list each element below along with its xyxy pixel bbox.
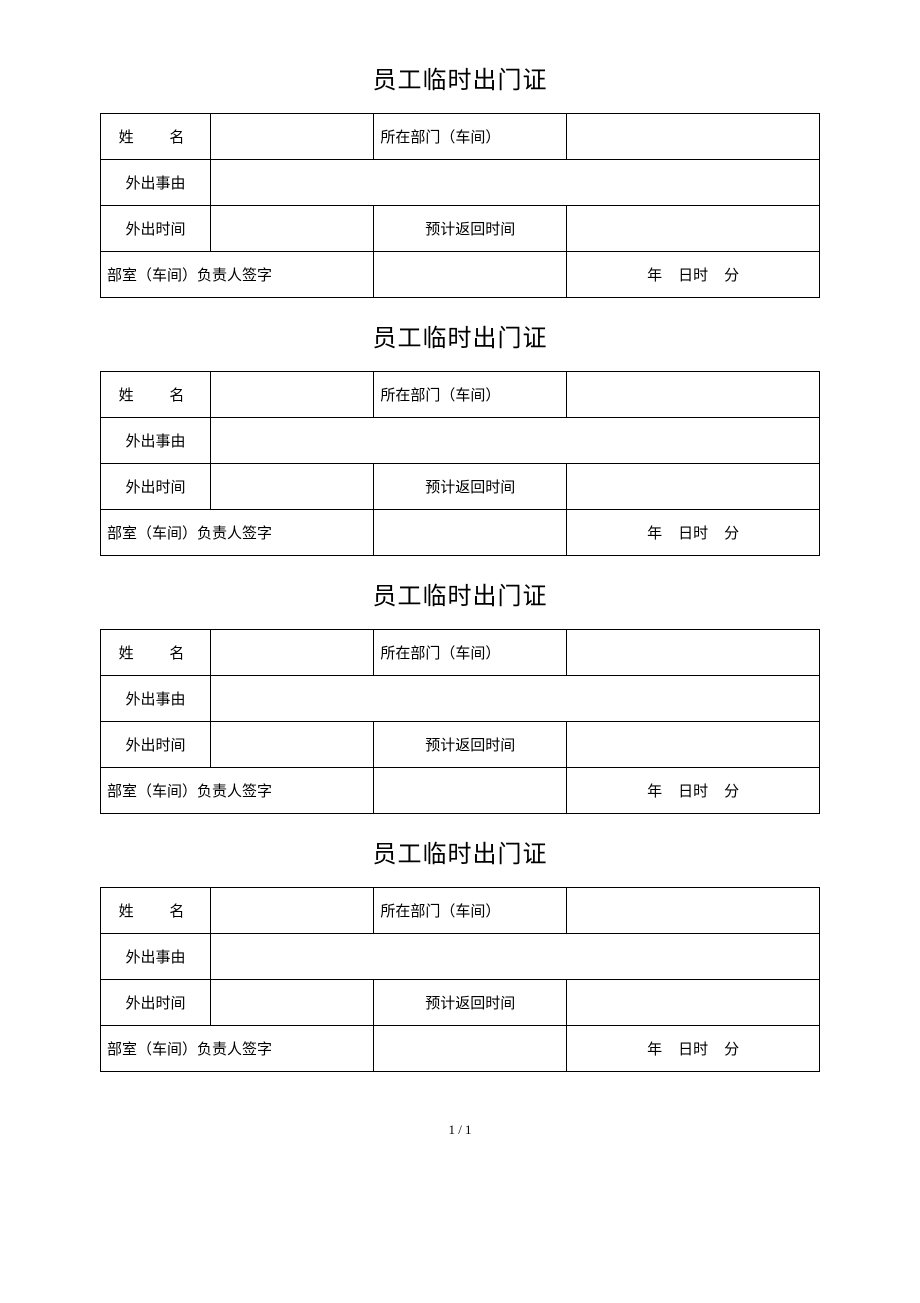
value-signature xyxy=(374,1026,567,1072)
label-return-time: 预计返回时间 xyxy=(374,206,567,252)
row-time: 外出时间 预计返回时间 xyxy=(101,206,820,252)
form-block: 员工临时出门证 姓 名 所在部门（车间） 外出事由 外出时间 预计返回时间 xyxy=(0,318,920,556)
label-day: 日时 xyxy=(678,1042,708,1058)
label-out-time: 外出时间 xyxy=(101,722,211,768)
label-year: 年 xyxy=(647,268,662,284)
value-out-time xyxy=(211,464,374,510)
value-department xyxy=(567,114,820,160)
label-day: 日时 xyxy=(678,526,708,542)
value-return-time xyxy=(567,464,820,510)
label-signature: 部室（车间）负责人签字 xyxy=(101,1026,374,1072)
label-out-time: 外出时间 xyxy=(101,464,211,510)
form-table: 姓 名 所在部门（车间） 外出事由 外出时间 预计返回时间 部室（车间）负责人签… xyxy=(100,629,820,814)
label-department: 所在部门（车间） xyxy=(374,372,567,418)
label-department: 所在部门（车间） xyxy=(374,114,567,160)
label-year: 年 xyxy=(647,1042,662,1058)
label-department: 所在部门（车间） xyxy=(374,630,567,676)
label-day: 日时 xyxy=(678,268,708,284)
value-reason xyxy=(211,934,820,980)
label-name: 姓 名 xyxy=(101,372,211,418)
value-name xyxy=(211,114,374,160)
form-title: 员工临时出门证 xyxy=(0,318,920,353)
label-name: 姓 名 xyxy=(101,888,211,934)
form-table: 姓 名 所在部门（车间） 外出事由 外出时间 预计返回时间 部室（车间）负责人签… xyxy=(100,113,820,298)
value-department xyxy=(567,630,820,676)
row-reason: 外出事由 xyxy=(101,676,820,722)
form-block: 员工临时出门证 姓 名 所在部门（车间） 外出事由 外出时间 预计返回时间 xyxy=(0,834,920,1072)
label-day: 日时 xyxy=(678,784,708,800)
value-reason xyxy=(211,676,820,722)
value-signature xyxy=(374,252,567,298)
form-title: 员工临时出门证 xyxy=(0,834,920,869)
value-reason xyxy=(211,418,820,464)
value-signature xyxy=(374,510,567,556)
value-name xyxy=(211,630,374,676)
row-signature: 部室（车间）负责人签字 年日时分 xyxy=(101,1026,820,1072)
row-time: 外出时间 预计返回时间 xyxy=(101,980,820,1026)
value-name xyxy=(211,888,374,934)
value-out-time xyxy=(211,980,374,1026)
row-signature: 部室（车间）负责人签字 年日时分 xyxy=(101,510,820,556)
row-name: 姓 名 所在部门（车间） xyxy=(101,114,820,160)
label-return-time: 预计返回时间 xyxy=(374,722,567,768)
row-reason: 外出事由 xyxy=(101,934,820,980)
value-return-time xyxy=(567,980,820,1026)
row-time: 外出时间 预计返回时间 xyxy=(101,464,820,510)
label-minute: 分 xyxy=(724,268,739,284)
label-out-time: 外出时间 xyxy=(101,980,211,1026)
label-minute: 分 xyxy=(724,526,739,542)
forms-container: 员工临时出门证 姓 名 所在部门（车间） 外出事由 外出时间 预计返回时间 xyxy=(0,60,920,1072)
row-reason: 外出事由 xyxy=(101,160,820,206)
value-out-time xyxy=(211,206,374,252)
label-reason: 外出事由 xyxy=(101,418,211,464)
label-minute: 分 xyxy=(724,784,739,800)
row-reason: 外出事由 xyxy=(101,418,820,464)
value-name xyxy=(211,372,374,418)
page-number: 1 / 1 xyxy=(0,1122,920,1138)
value-department xyxy=(567,888,820,934)
value-reason xyxy=(211,160,820,206)
date-cell: 年日时分 xyxy=(567,252,820,298)
row-time: 外出时间 预计返回时间 xyxy=(101,722,820,768)
value-return-time xyxy=(567,722,820,768)
value-return-time xyxy=(567,206,820,252)
label-year: 年 xyxy=(647,526,662,542)
form-table: 姓 名 所在部门（车间） 外出事由 外出时间 预计返回时间 部室（车间）负责人签… xyxy=(100,887,820,1072)
value-department xyxy=(567,372,820,418)
row-signature: 部室（车间）负责人签字 年日时分 xyxy=(101,768,820,814)
label-signature: 部室（车间）负责人签字 xyxy=(101,768,374,814)
row-name: 姓 名 所在部门（车间） xyxy=(101,372,820,418)
label-return-time: 预计返回时间 xyxy=(374,464,567,510)
form-title: 员工临时出门证 xyxy=(0,576,920,611)
label-reason: 外出事由 xyxy=(101,934,211,980)
label-return-time: 预计返回时间 xyxy=(374,980,567,1026)
label-out-time: 外出时间 xyxy=(101,206,211,252)
row-name: 姓 名 所在部门（车间） xyxy=(101,888,820,934)
date-cell: 年日时分 xyxy=(567,768,820,814)
form-table: 姓 名 所在部门（车间） 外出事由 外出时间 预计返回时间 部室（车间）负责人签… xyxy=(100,371,820,556)
row-name: 姓 名 所在部门（车间） xyxy=(101,630,820,676)
label-department: 所在部门（车间） xyxy=(374,888,567,934)
row-signature: 部室（车间）负责人签字 年日时分 xyxy=(101,252,820,298)
label-name: 姓 名 xyxy=(101,630,211,676)
date-cell: 年日时分 xyxy=(567,1026,820,1072)
label-reason: 外出事由 xyxy=(101,676,211,722)
label-signature: 部室（车间）负责人签字 xyxy=(101,510,374,556)
form-block: 员工临时出门证 姓 名 所在部门（车间） 外出事由 外出时间 预计返回时间 xyxy=(0,576,920,814)
label-signature: 部室（车间）负责人签字 xyxy=(101,252,374,298)
form-title: 员工临时出门证 xyxy=(0,60,920,95)
form-block: 员工临时出门证 姓 名 所在部门（车间） 外出事由 外出时间 预计返回时间 xyxy=(0,60,920,298)
date-cell: 年日时分 xyxy=(567,510,820,556)
value-out-time xyxy=(211,722,374,768)
label-year: 年 xyxy=(647,784,662,800)
value-signature xyxy=(374,768,567,814)
label-reason: 外出事由 xyxy=(101,160,211,206)
label-minute: 分 xyxy=(724,1042,739,1058)
label-name: 姓 名 xyxy=(101,114,211,160)
